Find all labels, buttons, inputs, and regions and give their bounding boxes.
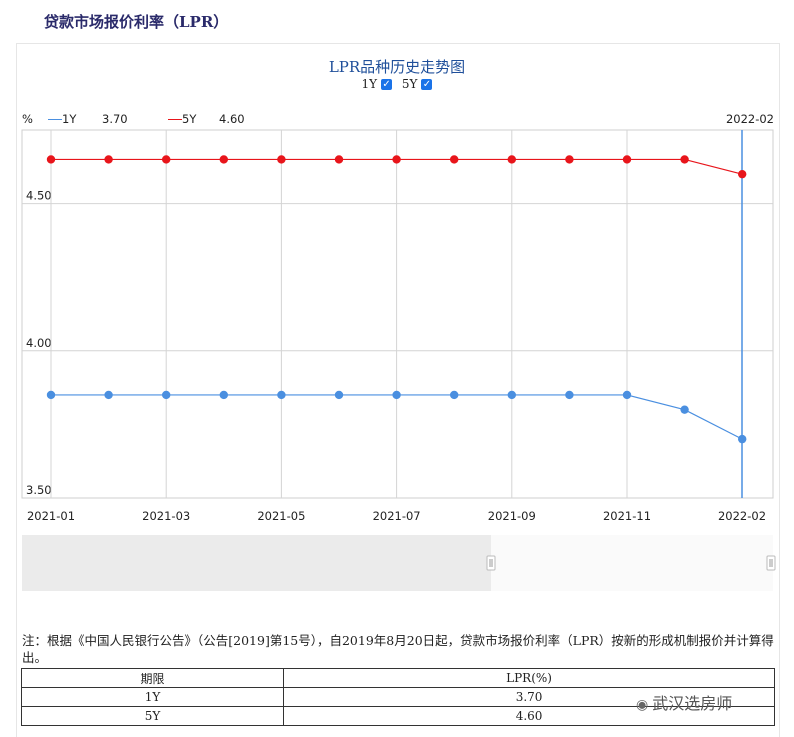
chart-title: LPR品种历史走势图 bbox=[328, 58, 466, 76]
data-point-1y bbox=[450, 390, 459, 400]
data-point-5y bbox=[104, 155, 113, 164]
table-row: 5Y 4.60 bbox=[20, 706, 775, 726]
data-point-5y bbox=[219, 155, 228, 164]
range-slider-handle[interactable] bbox=[766, 555, 776, 571]
data-point-5y bbox=[392, 155, 401, 164]
toggle-1y[interactable]: 1Y ✓ bbox=[362, 77, 393, 91]
x-tick-label: 2021-03 bbox=[142, 509, 190, 523]
x-tick-label: 2021-07 bbox=[373, 509, 421, 523]
data-point-1y bbox=[162, 390, 171, 400]
data-point-5y bbox=[507, 155, 516, 164]
data-point-5y bbox=[46, 155, 56, 164]
legend-line-5y bbox=[168, 119, 182, 120]
table-cell: 5Y bbox=[20, 706, 285, 726]
data-point-5y bbox=[334, 155, 344, 164]
legend-name-5y: 5Y bbox=[182, 112, 197, 126]
table-header-row: 期限 LPR(%) bbox=[20, 668, 775, 688]
plot-area bbox=[21, 129, 774, 499]
data-point-1y bbox=[334, 390, 344, 400]
legend-item-5y[interactable]: 5Y bbox=[168, 112, 196, 126]
lpr-line-chart: 4.50 4.00 3.50 2021-01 2021-03 2021-05 2021-07… bbox=[21, 129, 776, 591]
data-point-5y bbox=[738, 169, 747, 179]
data-point-1y bbox=[507, 390, 516, 400]
table-header: LPR(%) bbox=[283, 668, 775, 688]
data-point-1y bbox=[219, 390, 228, 400]
legend-line-1y bbox=[48, 119, 62, 120]
unit-label: % bbox=[22, 112, 33, 126]
x-tick-label: 2022-02 bbox=[718, 509, 766, 523]
current-period: 2022-02 bbox=[725, 112, 774, 126]
x-tick-label: 2021-09 bbox=[488, 509, 536, 523]
checkbox-1y[interactable]: ✓ bbox=[381, 78, 393, 90]
data-point-1y bbox=[680, 405, 689, 414]
legend-name-1y: 1Y bbox=[62, 112, 77, 126]
data-point-1y bbox=[277, 390, 286, 400]
data-point-1y bbox=[392, 390, 401, 400]
data-point-1y bbox=[622, 390, 632, 400]
data-point-5y bbox=[162, 155, 171, 164]
data-point-5y bbox=[565, 155, 574, 164]
x-tick-label: 2021-05 bbox=[257, 509, 305, 523]
toggle-5y[interactable]: 5Y ✓ bbox=[402, 77, 433, 91]
table-header: 期限 bbox=[20, 668, 285, 688]
wechat-icon: ◉ bbox=[636, 697, 649, 713]
x-tick-label: 2021-11 bbox=[603, 509, 651, 523]
legend-value-1y: 3.70 bbox=[102, 112, 128, 126]
rates-table: 期限 LPR(%) 1Y 3.70 5Y 4.60 bbox=[20, 668, 775, 726]
table-cell: 1Y bbox=[20, 687, 285, 707]
toggle-5y-label: 5Y bbox=[401, 77, 418, 91]
watermark: ◉ 武汉选房师 bbox=[636, 690, 732, 714]
series-toggles: 1Y ✓ 5Y ✓ bbox=[0, 77, 794, 91]
y-tick-label: 4.00 bbox=[26, 336, 52, 350]
chart-panel bbox=[16, 43, 780, 737]
note-text: 注：根据《中国人民银行公告》（公告[2019]第15号），自2019年8月20日… bbox=[22, 633, 774, 665]
data-point-5y bbox=[622, 155, 632, 164]
data-point-1y bbox=[104, 390, 113, 400]
legend-item-1y[interactable]: 1Y bbox=[48, 112, 76, 126]
data-point-5y bbox=[450, 155, 459, 164]
page-title: 贷款市场报价利率（LPR） bbox=[44, 13, 229, 31]
legend: % 1Y 3.70 5Y 4.60 2022-02 bbox=[22, 112, 774, 126]
data-point-1y bbox=[46, 390, 56, 400]
checkbox-5y[interactable]: ✓ bbox=[421, 78, 433, 90]
data-point-5y bbox=[680, 155, 689, 164]
table-row: 1Y 3.70 bbox=[20, 687, 775, 707]
toggle-1y-label: 1Y bbox=[361, 77, 378, 91]
legend-value-5y: 4.60 bbox=[219, 112, 245, 126]
y-tick-label: 3.50 bbox=[26, 483, 52, 497]
watermark-text: 武汉选房师 bbox=[652, 694, 733, 713]
data-point-1y bbox=[738, 434, 747, 444]
y-tick-label: 4.50 bbox=[26, 189, 52, 203]
range-slider-excluded bbox=[22, 535, 491, 591]
table-cell: 4.60 bbox=[283, 706, 775, 726]
data-point-5y bbox=[277, 155, 286, 164]
x-tick-label: 2021-01 bbox=[27, 509, 75, 523]
data-point-1y bbox=[565, 390, 574, 400]
range-slider-handle[interactable] bbox=[486, 555, 496, 571]
